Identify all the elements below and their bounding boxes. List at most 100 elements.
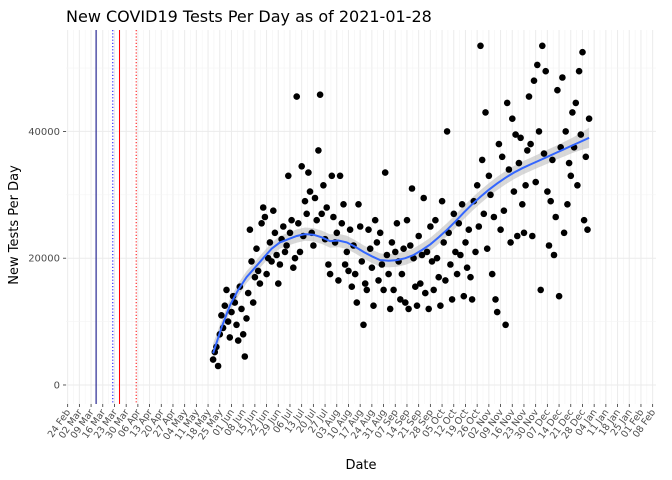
data-point xyxy=(584,226,591,233)
data-point xyxy=(315,147,322,154)
data-point xyxy=(285,172,292,180)
data-point xyxy=(346,226,354,233)
data-point xyxy=(430,286,438,294)
data-point xyxy=(393,220,401,227)
data-point xyxy=(338,220,346,227)
data-point xyxy=(507,239,514,246)
data-point xyxy=(221,302,229,310)
data-point xyxy=(545,242,553,249)
data-point xyxy=(490,213,498,221)
data-point xyxy=(248,258,255,265)
data-point xyxy=(256,280,264,287)
data-point xyxy=(290,264,297,272)
data-point xyxy=(366,245,374,252)
data-point xyxy=(408,185,416,192)
data-point xyxy=(271,229,279,237)
data-point xyxy=(433,254,441,262)
data-point xyxy=(301,197,309,205)
data-point xyxy=(510,188,518,195)
data-point xyxy=(385,270,392,278)
data-point xyxy=(258,220,265,227)
data-point xyxy=(422,289,429,297)
data-point xyxy=(351,270,359,278)
data-point xyxy=(574,182,581,189)
data-point xyxy=(360,321,367,329)
data-point xyxy=(293,93,301,100)
data-point xyxy=(318,210,326,218)
data-point xyxy=(549,156,556,164)
y-tick-label: 0 xyxy=(54,380,60,391)
data-point xyxy=(402,299,409,306)
data-point xyxy=(407,242,414,249)
data-point xyxy=(462,239,469,246)
data-point xyxy=(218,312,225,319)
data-point xyxy=(480,210,488,218)
data-point xyxy=(415,232,423,240)
data-point xyxy=(233,321,240,329)
data-point xyxy=(392,248,399,256)
data-point xyxy=(386,305,394,313)
data-point xyxy=(241,353,249,360)
data-point xyxy=(554,86,561,94)
data-point xyxy=(460,292,468,300)
data-point xyxy=(246,226,254,233)
data-point xyxy=(298,163,306,170)
data-point xyxy=(440,239,448,246)
data-point xyxy=(437,302,444,310)
data-point xyxy=(540,150,548,157)
data-point xyxy=(569,109,576,116)
data-point xyxy=(296,248,304,256)
data-point xyxy=(432,216,439,224)
data-point xyxy=(495,140,503,148)
data-point xyxy=(497,226,504,233)
data-point xyxy=(376,229,384,237)
data-point xyxy=(295,220,302,227)
data-point xyxy=(458,201,466,208)
data-point xyxy=(575,67,583,75)
data-point xyxy=(291,254,299,262)
data-point xyxy=(550,251,558,259)
data-point xyxy=(259,204,267,211)
data-point xyxy=(403,216,411,224)
data-point xyxy=(345,267,352,275)
data-point xyxy=(579,48,586,56)
data-point xyxy=(567,172,575,180)
data-point xyxy=(478,156,486,164)
data-point xyxy=(524,147,531,154)
data-point xyxy=(390,286,397,294)
data-point xyxy=(320,182,327,189)
data-point xyxy=(423,248,431,256)
data-point xyxy=(502,321,509,329)
data-point xyxy=(475,223,483,230)
data-point xyxy=(539,42,546,50)
data-point xyxy=(555,292,563,300)
data-point xyxy=(435,273,443,281)
data-point xyxy=(512,131,519,138)
data-point xyxy=(368,264,376,272)
data-point xyxy=(244,289,252,297)
data-point xyxy=(283,242,290,249)
data-point xyxy=(310,242,317,249)
data-point xyxy=(418,251,426,259)
data-point xyxy=(383,251,391,259)
data-point xyxy=(348,283,356,291)
data-point xyxy=(333,229,341,237)
data-point xyxy=(509,115,516,122)
data-point xyxy=(270,207,277,214)
y-tick-label: 20000 xyxy=(28,254,60,265)
data-point xyxy=(273,251,280,259)
reference-lines xyxy=(95,30,137,404)
data-point xyxy=(397,296,404,303)
data-point xyxy=(585,115,593,122)
data-point xyxy=(281,248,289,256)
data-point xyxy=(448,296,456,303)
y-axis-ticks: 0 20000 40000 xyxy=(28,127,66,391)
data-point xyxy=(515,159,523,167)
data-point xyxy=(371,216,379,224)
data-point xyxy=(214,362,222,370)
data-points xyxy=(209,42,593,370)
data-point xyxy=(276,261,284,268)
confidence-band xyxy=(213,127,590,363)
data-point xyxy=(534,61,541,69)
data-point xyxy=(224,318,232,325)
